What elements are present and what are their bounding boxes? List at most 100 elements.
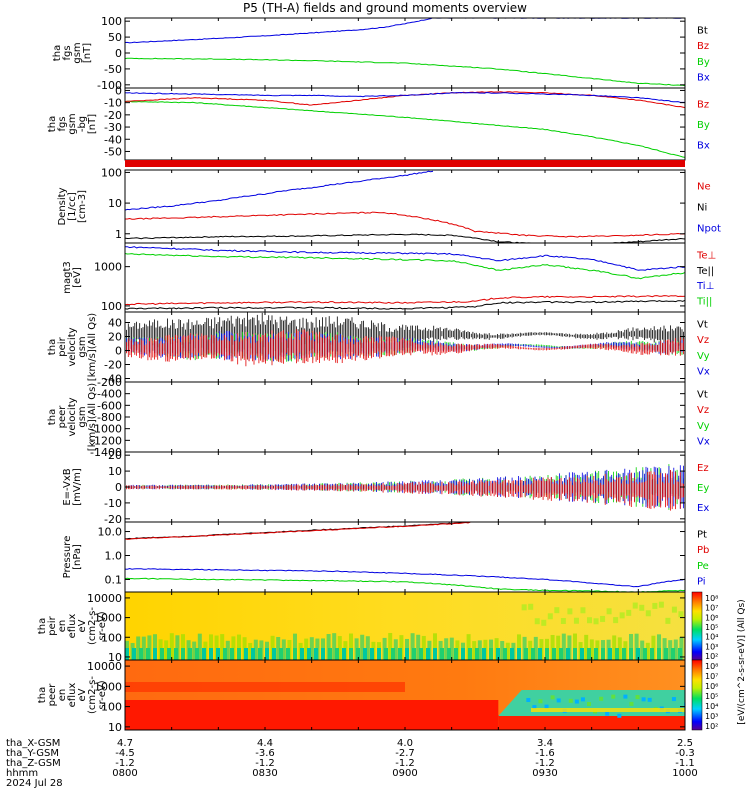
y-tick-label: -10 <box>104 497 122 510</box>
spectrogram-mid-cell <box>671 606 677 613</box>
y-axis-label-line: [km/s](All Qs) <box>87 383 98 451</box>
spectrogram-floor-cell <box>181 648 185 660</box>
panel-2: 0-10-20-30-40-50 tha fgs gsm -bg [nT] Bz By Bx <box>47 84 710 161</box>
spectrogram-low-energy-cell <box>612 635 617 660</box>
spectrogram-floor-cell <box>517 648 521 660</box>
legend-Ti⊥: Ti⊥ <box>696 281 714 292</box>
y-axis-label-line: [nT] <box>82 43 93 63</box>
y-tick-label: -1000 <box>90 423 122 436</box>
x-row-value: 2.5 <box>677 738 693 749</box>
spectrogram-floor-cell <box>643 648 647 660</box>
spectrogram-mid-cell <box>593 618 599 625</box>
y-axis-label-line: en <box>57 620 68 633</box>
colorbar-tick-label: 10⁷ <box>705 672 718 681</box>
y-tick-label: -40 <box>104 133 122 146</box>
spectrogram-floor-cell <box>251 648 255 660</box>
y-tick-label: 10000 <box>87 592 122 605</box>
y-tick-label: -800 <box>97 411 122 424</box>
legend-Vx: Vx <box>697 366 710 377</box>
spectrogram-low-energy-cell <box>293 633 297 660</box>
spectrogram-low-energy-cell <box>337 636 342 660</box>
spectrogram-cold-cell <box>629 701 634 706</box>
legend-Npot: Npot <box>697 223 721 234</box>
spectrogram-floor-cell <box>664 648 668 660</box>
spectrogram-mid-cell <box>665 617 671 624</box>
series-line-Ne <box>125 211 685 238</box>
spectrogram-floor-cell <box>307 648 311 660</box>
x-row-value: -1.6 <box>535 748 555 759</box>
spectrogram-floor-cell <box>377 648 381 660</box>
x-row-value: -0.3 <box>675 748 695 759</box>
y-tick-label: 0.1 <box>105 573 123 586</box>
y-ticks: -200-400-600-800-1000-1200-1400 <box>90 376 686 459</box>
spectrogram-low-energy-cell <box>517 634 521 660</box>
y-axis-label: Density [1/cc] [cm-3] <box>57 187 88 225</box>
y-axis-label-line: tha <box>52 45 63 61</box>
series-line-Pt <box>125 522 471 540</box>
spectrogram-floor-cell <box>153 648 157 660</box>
spectrogram-floor-cell <box>412 648 416 660</box>
panel-plot-area <box>125 522 685 592</box>
spectrogram-mid-cell <box>554 607 560 614</box>
spectrogram-floor-cell <box>272 648 276 660</box>
spectrogram-floor-cell <box>545 648 549 660</box>
legend-Vt: Vt <box>697 390 708 401</box>
spectrogram-floor-cell <box>587 648 591 660</box>
spectrogram-floor-cell <box>174 648 178 660</box>
spectrogram-low-energy-cell <box>393 639 398 660</box>
x-row-value: 0830 <box>252 768 277 779</box>
spectrogram-floor-cell <box>601 648 605 660</box>
spectrogram-cold-cell <box>611 694 616 699</box>
series-line-Ti⊥ <box>125 246 685 271</box>
spectrogram-low-energy-cell <box>640 640 645 660</box>
spectrogram-low-energy-cell <box>449 637 454 660</box>
y-tick-label: 10.0 <box>98 526 123 539</box>
spectrogram-low-energy-cell <box>528 640 533 660</box>
x-row-value: 1000 <box>672 768 697 779</box>
legend: Bz By Bx <box>697 99 710 151</box>
spectrogram-floor-cell <box>363 648 367 660</box>
y-axis-label-line: [mV/m] <box>72 468 83 506</box>
spectrogram-floor-cell <box>237 648 241 660</box>
spectrogram-mid-cell <box>639 604 645 611</box>
spectrogram-floor-cell <box>258 648 262 660</box>
y-axis-label-line: peir <box>47 615 58 635</box>
spectrogram-low-energy-cell <box>399 635 404 660</box>
spectrogram-cold-cell <box>580 697 585 702</box>
y-axis-label: tha peir en eflux eV (cm2-s-sr-eV) <box>37 607 108 645</box>
y-axis-label-line: en <box>57 689 68 702</box>
spectrogram-low-energy-cell <box>556 635 561 660</box>
legend-Ti||: Ti|| <box>696 297 712 308</box>
colorbar-tick-label: 10⁶ <box>705 682 718 691</box>
panel-frame <box>124 169 686 244</box>
legend-Ex: Ex <box>697 503 709 514</box>
spectrogram-cold-cell <box>532 705 537 710</box>
legend-Ne: Ne <box>697 182 711 193</box>
spectrogram-mid-cell <box>541 619 547 626</box>
legend-Vx: Vx <box>697 436 710 447</box>
spectrogram-low-energy-cell <box>214 635 219 660</box>
spectrogram-low-energy-cell <box>500 640 505 660</box>
y-tick-label: -50 <box>104 63 122 76</box>
spectrogram-mid-cell <box>600 615 606 622</box>
spectrogram-mid-cell <box>534 618 540 625</box>
legend-Vz: Vz <box>697 335 709 346</box>
y-axis-label-line: gsm <box>67 113 78 134</box>
y-ticks: 20 10 0 -10 -20 <box>104 449 686 526</box>
legend-Pb: Pb <box>697 545 709 556</box>
y-axis-label-line: tha <box>47 409 58 425</box>
spectrogram-floor-cell <box>223 648 227 660</box>
y-tick-label: 10 <box>108 651 122 664</box>
colorbars-group: 10⁸10⁷10⁶10⁵10⁴10³10²10⁸10⁷10⁶10⁵10⁴10³1… <box>691 591 747 731</box>
y-axis-label-line: tha <box>37 687 48 703</box>
spectrogram-low-energy-cell <box>550 634 555 660</box>
spectrogram-floor-cell <box>391 648 395 660</box>
spectrogram-cold-region <box>498 690 685 716</box>
y-axis-label-line: [cm-3] <box>77 190 88 223</box>
x-row-value: 0800 <box>112 768 137 779</box>
spectrogram-floor-cell <box>447 648 451 660</box>
spectrogram-low-energy-cell <box>584 634 589 660</box>
spectrogram-low-energy-cell <box>668 640 673 660</box>
spectrogram-floor-cell <box>468 648 472 660</box>
spectrogram-floor-cell <box>216 648 220 660</box>
